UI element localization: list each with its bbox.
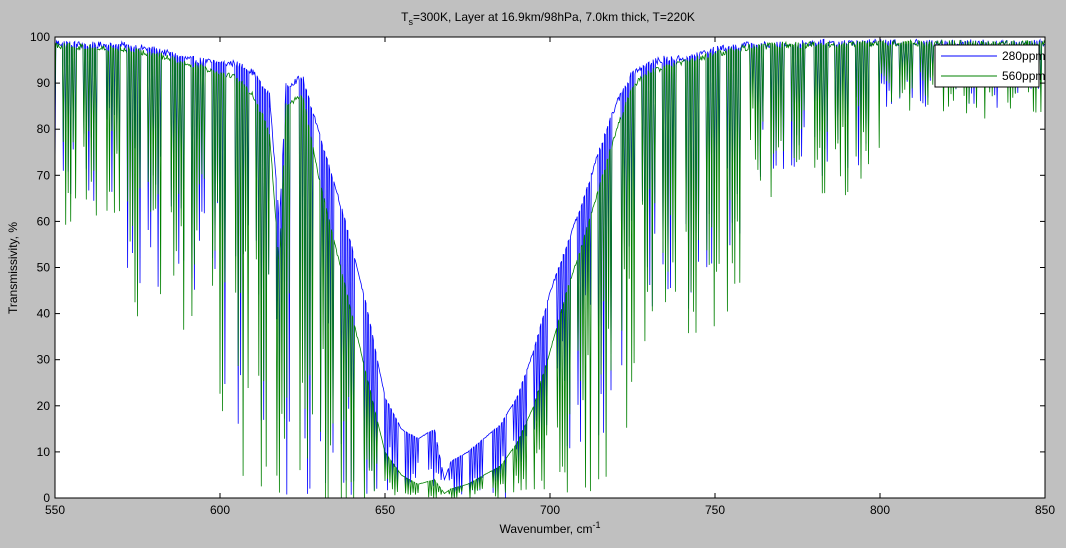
y-tick-label: 80	[37, 122, 51, 136]
y-tick-label: 60	[37, 214, 51, 228]
y-axis-label: Transmissivity, %	[6, 222, 20, 314]
y-tick-label: 30	[37, 353, 51, 367]
chart-title: Ts=300K, Layer at 16.9km/98hPa, 7.0km th…	[401, 10, 695, 27]
legend-box	[934, 44, 1040, 88]
tick-layer: 550 600 650 700 750 800 850 0 10 20 30 40 50 60 70 80 90…	[30, 30, 1055, 517]
x-axis-label-superscript: -1	[592, 520, 600, 530]
x-axis-label: Wavenumber, cm-1	[500, 520, 601, 536]
y-tick-label: 50	[37, 261, 51, 275]
y-tick-label: 70	[37, 168, 51, 182]
x-tick-label: 600	[210, 503, 230, 517]
y-tick-label: 100	[30, 30, 50, 44]
y-tick-label: 20	[37, 399, 51, 413]
y-tick-label: 40	[37, 307, 51, 321]
x-tick-label: 850	[1035, 503, 1055, 517]
x-tick-label: 750	[705, 503, 725, 517]
x-tick-label: 700	[540, 503, 560, 517]
x-tick-label: 550	[45, 503, 65, 517]
x-axis-label-main: Wavenumber, cm	[500, 522, 593, 536]
title-subscript: s	[408, 17, 413, 27]
y-tick-label: 10	[37, 445, 51, 459]
x-tick-label: 650	[375, 503, 395, 517]
title-main-prefix: T	[401, 10, 409, 24]
x-tick-label: 800	[870, 503, 890, 517]
legend: 280ppm 560ppm	[934, 44, 1045, 88]
title-main-rest: =300K, Layer at 16.9km/98hPa, 7.0km thic…	[413, 10, 695, 24]
y-tick-label: 90	[37, 76, 51, 90]
y-tick-label: 0	[43, 491, 50, 505]
legend-label-560ppm: 560ppm	[1002, 69, 1045, 83]
legend-label-280ppm: 280ppm	[1002, 49, 1045, 63]
